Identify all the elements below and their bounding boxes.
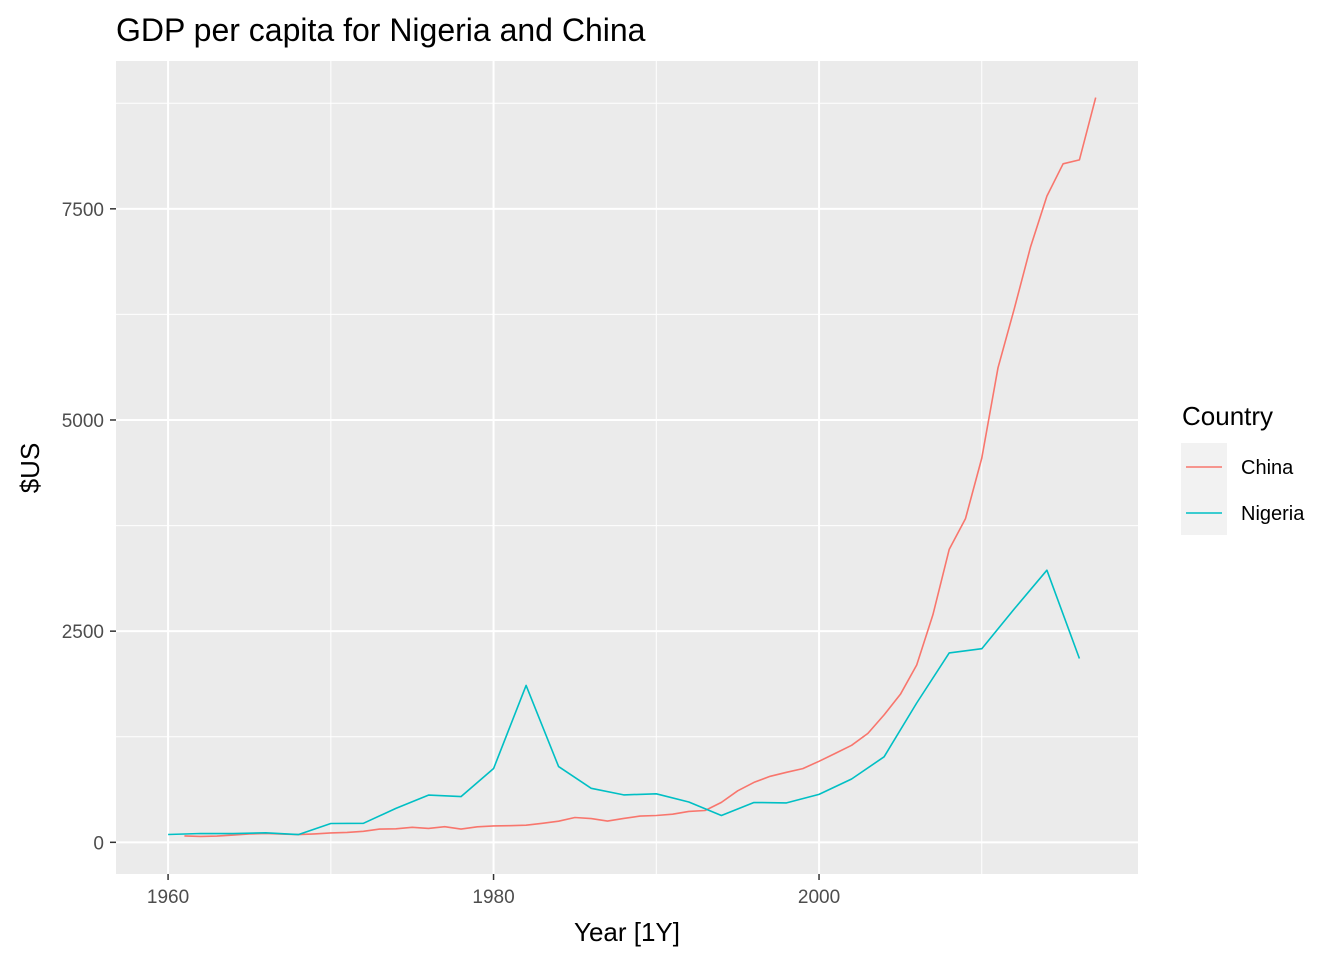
major-gridlines xyxy=(116,61,1138,874)
x-tick-label: 1960 xyxy=(147,887,189,908)
legend-label-china: China xyxy=(1241,457,1294,479)
y-axis-title: $US xyxy=(15,443,45,494)
y-axis: 0 2500 5000 7500 xyxy=(62,200,116,854)
plot-panel xyxy=(116,61,1138,874)
x-axis-title: Year [1Y] xyxy=(574,917,680,947)
y-tick-label: 2500 xyxy=(62,622,104,643)
legend-label-nigeria: Nigeria xyxy=(1241,503,1305,525)
y-tick-label: 7500 xyxy=(62,200,104,221)
y-tick-label: 5000 xyxy=(62,411,104,432)
series-line-nigeria xyxy=(168,569,1081,836)
series-lines xyxy=(168,97,1097,838)
legend-title: Country xyxy=(1182,401,1273,431)
chart-title: GDP per capita for Nigeria and China xyxy=(116,12,646,48)
legend: Country China Nigeria xyxy=(1181,401,1305,535)
x-axis: 1960 1980 2000 xyxy=(147,874,840,908)
x-tick-label: 2000 xyxy=(798,887,840,908)
legend-key-background xyxy=(1181,443,1227,535)
minor-gridlines xyxy=(116,61,1138,874)
x-tick-label: 1980 xyxy=(472,887,514,908)
series-line-china xyxy=(184,97,1097,838)
y-tick-label: 0 xyxy=(93,833,104,854)
